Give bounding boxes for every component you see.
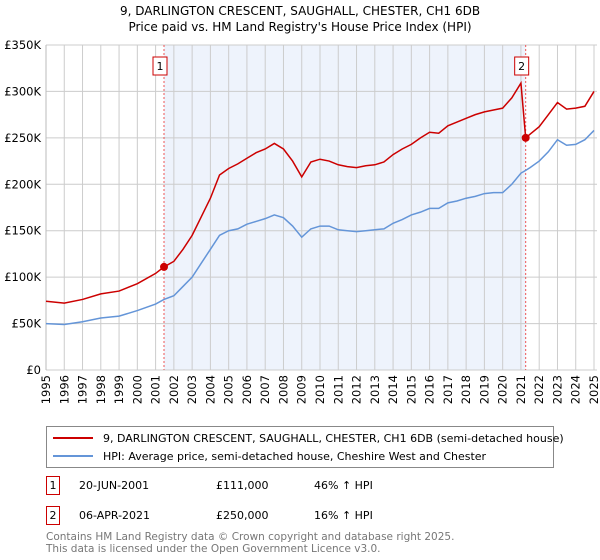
sale-row: 2 06-APR-2021 £250,000 16% ↑ HPI bbox=[46, 506, 546, 526]
sale-label: 1 bbox=[157, 60, 164, 73]
x-tick-label: 2000 bbox=[130, 375, 144, 404]
y-tick-label: £300K bbox=[4, 84, 41, 98]
x-tick-label: 2007 bbox=[258, 375, 272, 404]
footer: Contains HM Land Registry data © Crown c… bbox=[46, 531, 454, 555]
title-line: 9, DARLINGTON CRESCENT, SAUGHALL, CHESTE… bbox=[119, 4, 481, 18]
footer-line: Contains HM Land Registry data © Crown c… bbox=[46, 531, 455, 543]
y-tick-label: £150K bbox=[4, 224, 41, 238]
legend: 9, DARLINGTON CRESCENT, SAUGHALL, CHESTE… bbox=[46, 426, 564, 468]
x-tick-label: 2005 bbox=[222, 375, 236, 404]
legend-swatch-red bbox=[53, 437, 93, 439]
x-tick-label: 2021 bbox=[514, 375, 528, 404]
x-tick-label: 2018 bbox=[459, 375, 473, 404]
x-tick-label: 2003 bbox=[185, 375, 199, 404]
legend-swatch-blue bbox=[53, 455, 93, 457]
sale-point bbox=[521, 133, 530, 142]
y-tick-label: £350K bbox=[4, 38, 41, 52]
x-tick-label: 1997 bbox=[76, 375, 90, 404]
sale-label: 2 bbox=[518, 60, 525, 73]
legend-label: 9, DARLINGTON CRESCENT, SAUGHALL, CHESTE… bbox=[103, 431, 564, 445]
y-tick-label: £100K bbox=[4, 270, 41, 284]
x-tick-label: 1999 bbox=[112, 375, 126, 404]
price-chart: £0 £50K £100K £150K £200K £250K £300K £350K 1995… bbox=[4, 38, 600, 404]
hpi-line bbox=[45, 129, 595, 326]
shaded-period bbox=[164, 45, 526, 370]
x-tick-label: 2023 bbox=[550, 375, 564, 404]
sale-number-badge: 1 bbox=[46, 476, 60, 495]
x-tick-label: 1996 bbox=[57, 375, 71, 404]
x-tick-label: 2024 bbox=[569, 375, 583, 404]
chart-title: 9, DARLINGTON CRESCENT, SAUGHALL, CHESTE… bbox=[0, 3, 600, 35]
y-tick-label: £0 bbox=[26, 363, 41, 377]
legend-item-hpi: HPI: Average price, semi-detached house,… bbox=[53, 447, 486, 465]
sale-number-badge: 2 bbox=[46, 506, 60, 525]
sale-hpi-diff: 16% ↑ HPI bbox=[314, 509, 373, 522]
sale-point bbox=[160, 262, 169, 271]
sale-hpi-diff: 46% ↑ HPI bbox=[314, 479, 373, 492]
y-tick-label: £250K bbox=[4, 131, 41, 145]
x-tick-label: 1995 bbox=[39, 375, 53, 404]
subtitle-line: Price paid vs. HM Land Registry's House … bbox=[128, 20, 472, 34]
x-tick-label: 2014 bbox=[386, 375, 400, 404]
sale-date: 06-APR-2021 bbox=[79, 509, 151, 522]
y-tick-label: £200K bbox=[4, 177, 41, 191]
x-tick-label: 2012 bbox=[350, 375, 364, 404]
x-tick-label: 2008 bbox=[276, 375, 290, 404]
footer-line: This data is licensed under the Open Gov… bbox=[46, 543, 381, 555]
x-tick-label: 2006 bbox=[240, 375, 254, 404]
x-tick-label: 2017 bbox=[441, 375, 455, 404]
x-tick-label: 2002 bbox=[167, 375, 181, 404]
legend-item-property: 9, DARLINGTON CRESCENT, SAUGHALL, CHESTE… bbox=[53, 429, 564, 447]
property-price-line bbox=[45, 80, 595, 304]
x-tick-label: 2010 bbox=[313, 375, 327, 404]
sale-label-box bbox=[514, 56, 530, 76]
sale-label-box bbox=[152, 56, 168, 76]
sale-price: £111,000 bbox=[216, 479, 269, 492]
x-tick-label: 2009 bbox=[295, 375, 309, 404]
x-tick-label: 2016 bbox=[423, 375, 437, 404]
sale-date: 20-JUN-2001 bbox=[79, 479, 150, 492]
x-tick-label: 2015 bbox=[404, 375, 418, 404]
x-tick-label: 2019 bbox=[477, 375, 491, 404]
x-tick-label: 2022 bbox=[532, 375, 546, 404]
y-tick-label: £50K bbox=[12, 317, 42, 331]
x-tick-label: 2004 bbox=[203, 375, 217, 404]
legend-label: HPI: Average price, semi-detached house,… bbox=[103, 449, 487, 463]
x-tick-label: 2013 bbox=[368, 375, 382, 404]
sale-row: 1 20-JUN-2001 £111,000 46% ↑ HPI bbox=[46, 476, 546, 496]
x-tick-label: 2001 bbox=[149, 375, 163, 404]
x-tick-label: 2011 bbox=[331, 375, 345, 404]
x-tick-label: 1998 bbox=[94, 375, 108, 404]
x-tick-label: 2020 bbox=[496, 375, 510, 404]
sale-price: £250,000 bbox=[216, 509, 269, 522]
x-tick-label: 2025 bbox=[587, 375, 600, 404]
